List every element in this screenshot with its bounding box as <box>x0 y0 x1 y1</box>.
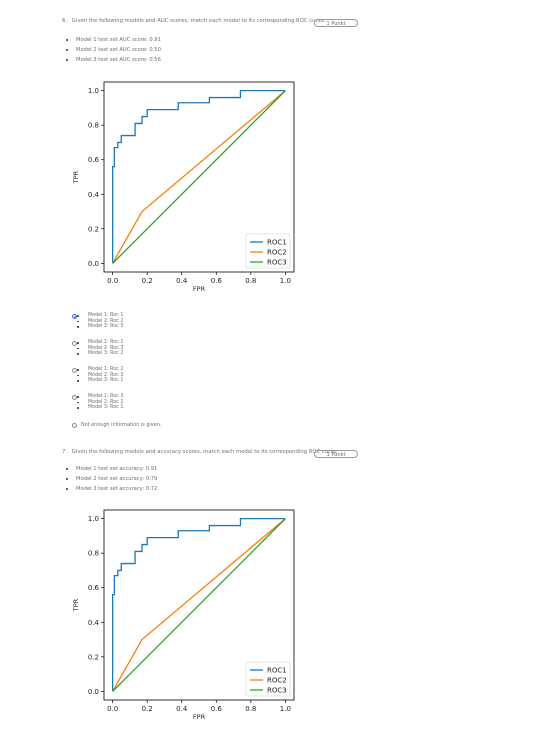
series-line-roc1 <box>111 89 286 264</box>
question-text: Given the following models and AUC score… <box>71 18 326 24</box>
points-badge: 1 Punkt <box>314 19 358 27</box>
y-tick-label: 1.0 <box>88 515 99 523</box>
x-tick-label: 0.8 <box>245 705 256 713</box>
roc-chart-q7: 0.0 0.2 0.4 0.6 0.8 1.0 0.0 0.2 0.4 0.6 0.8 1.0 FPR T… <box>72 509 295 721</box>
option-text: Not enough information is given. <box>81 422 162 428</box>
option-line: Model 1: Roc 3 <box>72 394 123 400</box>
y-tick-label: 0.4 <box>88 619 100 627</box>
radio-button[interactable] <box>72 341 77 346</box>
radio-button[interactable] <box>72 395 77 400</box>
y-tick-label: 0.6 <box>88 584 100 592</box>
answer-option-3[interactable]: Model 1: Roc 2 Model 2: Roc 3 Model 3: R… <box>72 367 123 384</box>
option-line: Model 2: Roc 3 <box>72 373 123 379</box>
x-tick-label: 0.6 <box>211 705 223 713</box>
y-tick-label: 0.0 <box>88 688 99 696</box>
x-tick-label: 0.4 <box>176 277 188 285</box>
y-axis-label: TPR <box>72 170 80 184</box>
metrics-list: Model 1 test set accuracy: 0.91 Model 2 … <box>64 464 157 494</box>
list-item: Model 3 test set accuracy: 0.72 <box>64 484 157 494</box>
answer-option-1[interactable]: Model 1: Roc 1 Model 2: Roc 2 Model 3: R… <box>72 313 123 330</box>
list-item: Model 1 test set accuracy: 0.91 <box>64 464 157 474</box>
list-item: Model 2 test set accuracy: 0.79 <box>64 474 157 484</box>
y-tick-label: 0.4 <box>88 191 100 199</box>
series-line-roc1 <box>111 517 286 692</box>
x-tick-label: 1.0 <box>280 705 291 713</box>
x-tick-label: 0.8 <box>245 277 256 285</box>
option-line: Model 2: Roc 2 <box>72 400 123 406</box>
option-line: Model 1: Roc 1 <box>72 313 123 319</box>
option-line: Model 1: Roc 2 <box>72 367 123 373</box>
y-axis-label: TPR <box>72 598 80 612</box>
x-tick-label: 0.2 <box>142 705 153 713</box>
question-number: 6. <box>62 18 68 24</box>
list-item: Model 2 test set AUC score: 0.50 <box>64 45 161 55</box>
question-number: 7. <box>62 449 68 455</box>
legend-label: ROC2 <box>267 249 287 257</box>
legend-label: ROC3 <box>267 687 287 695</box>
radio-button[interactable] <box>72 314 77 319</box>
series-line-roc3 <box>112 518 286 692</box>
series-line-roc2 <box>112 518 286 692</box>
metrics-list: Model 1 test set AUC score: 0.91 Model 2… <box>64 35 161 65</box>
y-tick-label: 0.8 <box>88 122 99 130</box>
option-line: Model 1: Roc 1 <box>72 340 123 346</box>
y-tick-label: 0.2 <box>88 653 99 661</box>
x-tick-label: 0.2 <box>142 277 153 285</box>
radio-button[interactable] <box>72 368 77 373</box>
y-tick-label: 0.8 <box>88 550 99 558</box>
legend-label: ROC1 <box>267 239 287 247</box>
option-line: Model 3: Roc 1 <box>72 378 123 384</box>
option-line: Model 2: Roc 2 <box>72 319 123 325</box>
x-tick-label: 1.0 <box>280 277 291 285</box>
x-tick-label: 0.0 <box>107 705 118 713</box>
list-item: Model 3 test set AUC score: 0.56 <box>64 55 161 65</box>
question-7-prompt: 7. Given the following models and accura… <box>62 449 362 455</box>
question-text: Given the following models and accuracy … <box>71 449 339 455</box>
series-line-roc3 <box>112 90 286 264</box>
question-6-prompt: 6. Given the following models and AUC sc… <box>62 18 362 24</box>
option-line: Model 2: Roc 3 <box>72 346 123 352</box>
y-tick-label: 0.0 <box>88 260 99 268</box>
legend-label: ROC3 <box>267 259 287 267</box>
x-tick-label: 0.4 <box>176 705 188 713</box>
y-tick-label: 1.0 <box>88 87 99 95</box>
y-tick-label: 0.6 <box>88 156 100 164</box>
x-tick-label: 0.0 <box>107 277 118 285</box>
legend-label: ROC2 <box>267 677 287 685</box>
option-line: Model 3: Roc 1 <box>72 405 123 411</box>
y-tick-label: 0.2 <box>88 225 99 233</box>
answer-option-5[interactable]: Not enough information is given. <box>72 422 161 428</box>
radio-button[interactable] <box>72 422 77 428</box>
x-tick-label: 0.6 <box>211 277 223 285</box>
roc-chart-q6: 0.0 0.2 0.4 0.6 0.8 1.0 0.0 0.2 0.4 0.6 0.8 1.0 FPR T… <box>72 81 295 293</box>
option-line: Model 3: Roc 2 <box>72 351 123 357</box>
list-item: Model 1 test set AUC score: 0.91 <box>64 35 161 45</box>
answer-option-2[interactable]: Model 1: Roc 1 Model 2: Roc 3 Model 3: R… <box>72 340 123 357</box>
points-badge: 1 Punkt <box>314 450 358 458</box>
x-axis-label: FPR <box>193 713 206 721</box>
legend-label: ROC1 <box>267 667 287 675</box>
answer-option-4[interactable]: Model 1: Roc 3 Model 2: Roc 2 Model 3: R… <box>72 394 123 411</box>
option-line: Model 3: Roc 3 <box>72 324 123 330</box>
x-axis-label: FPR <box>193 285 206 293</box>
series-line-roc2 <box>112 90 286 264</box>
